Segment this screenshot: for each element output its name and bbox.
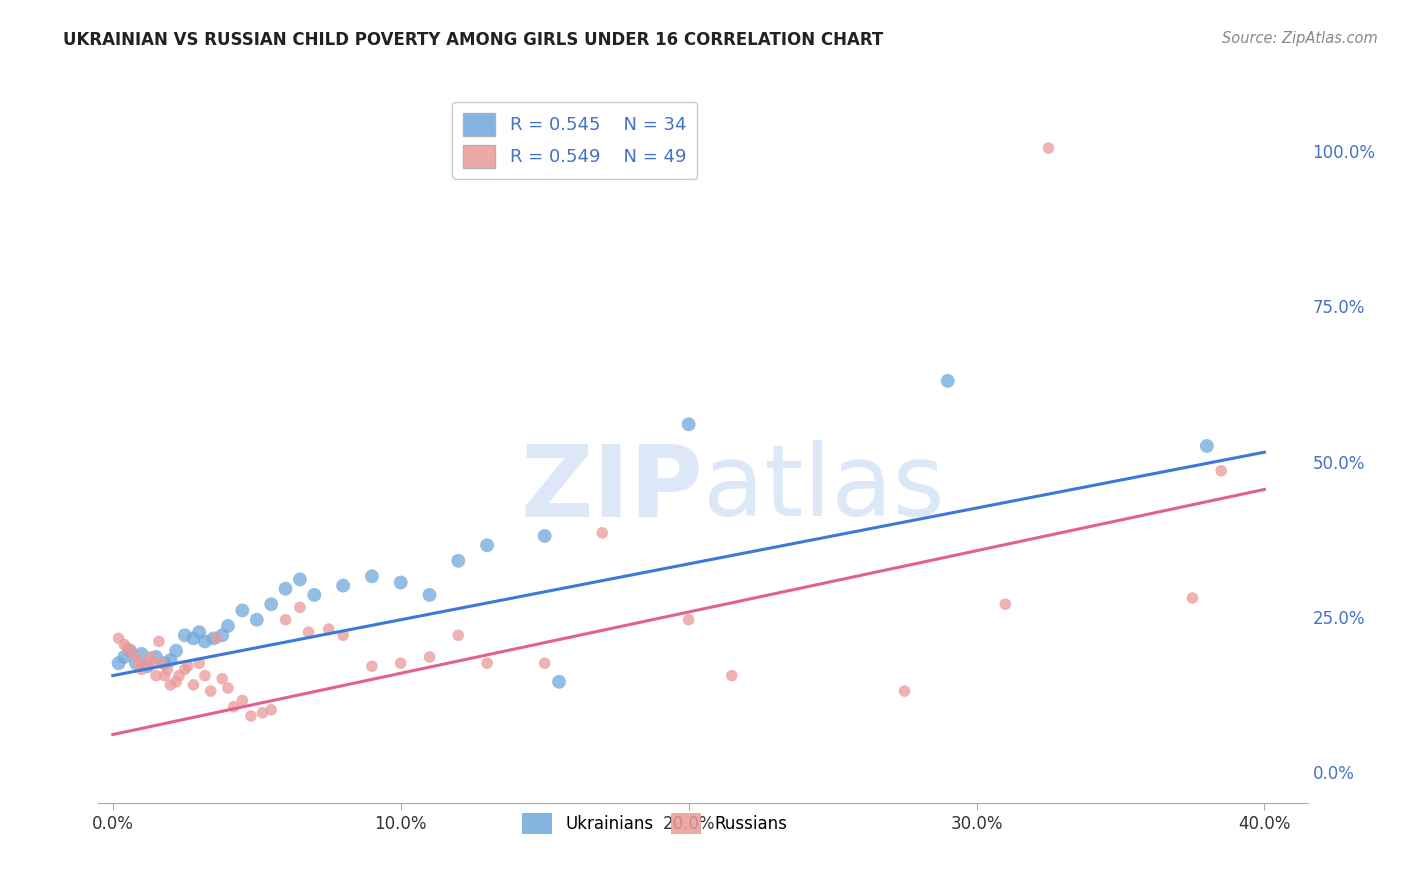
Point	[361, 659, 384, 673]
Point	[389, 656, 412, 670]
Point	[332, 579, 354, 593]
Point	[211, 672, 233, 686]
Point	[893, 684, 915, 698]
Point	[159, 678, 181, 692]
Point	[288, 600, 311, 615]
Point	[112, 638, 135, 652]
Point	[188, 656, 211, 670]
Point	[156, 662, 179, 676]
Point	[332, 628, 354, 642]
Text: ZIP: ZIP	[520, 441, 703, 537]
Point	[447, 554, 470, 568]
Point	[217, 619, 239, 633]
Point	[274, 582, 297, 596]
Point	[165, 644, 187, 658]
Point	[131, 662, 153, 676]
Point	[274, 613, 297, 627]
Point	[131, 647, 153, 661]
Point	[288, 573, 311, 587]
Point	[217, 681, 239, 695]
Point	[211, 628, 233, 642]
Point	[173, 628, 195, 642]
Point	[533, 656, 555, 670]
Point	[240, 709, 263, 723]
Point	[260, 703, 283, 717]
Point	[1038, 141, 1060, 155]
Point	[994, 597, 1017, 611]
Point	[183, 632, 205, 646]
Point	[176, 659, 198, 673]
Point	[533, 529, 555, 543]
Point	[591, 525, 613, 540]
Point	[136, 656, 159, 670]
Point	[128, 656, 150, 670]
Point	[200, 684, 222, 698]
Point	[148, 634, 170, 648]
Point	[936, 374, 959, 388]
Point	[252, 706, 274, 720]
Point	[318, 622, 340, 636]
Point	[112, 650, 135, 665]
Point	[194, 668, 217, 682]
Point	[159, 653, 181, 667]
Point	[205, 632, 228, 646]
Point	[297, 625, 319, 640]
Point	[202, 632, 225, 646]
Point	[167, 668, 190, 682]
Point	[139, 650, 162, 665]
Point	[720, 668, 742, 682]
Point	[188, 625, 211, 640]
Point	[153, 668, 176, 682]
Point	[361, 569, 384, 583]
Text: UKRAINIAN VS RUSSIAN CHILD POVERTY AMONG GIRLS UNDER 16 CORRELATION CHART: UKRAINIAN VS RUSSIAN CHILD POVERTY AMONG…	[63, 31, 883, 49]
Point	[418, 588, 440, 602]
Point	[173, 662, 195, 676]
Point	[145, 668, 167, 682]
Point	[418, 650, 440, 665]
Point	[231, 693, 253, 707]
Point	[246, 613, 269, 627]
Point	[1211, 464, 1233, 478]
Point	[1181, 591, 1204, 605]
Point	[125, 650, 148, 665]
Point	[136, 659, 159, 673]
Point	[120, 644, 142, 658]
Point	[447, 628, 470, 642]
Point	[107, 632, 129, 646]
Point	[165, 674, 187, 689]
Point	[548, 674, 571, 689]
Text: Source: ZipAtlas.com: Source: ZipAtlas.com	[1222, 31, 1378, 46]
Point	[678, 613, 700, 627]
Point	[475, 538, 498, 552]
Point	[231, 603, 253, 617]
Text: atlas: atlas	[703, 441, 945, 537]
Point	[475, 656, 498, 670]
Point	[1195, 439, 1218, 453]
Point	[145, 650, 167, 665]
Legend: Ukrainians, Russians: Ukrainians, Russians	[516, 806, 793, 841]
Point	[115, 640, 138, 655]
Point	[260, 597, 283, 611]
Point	[678, 417, 700, 432]
Point	[150, 656, 173, 670]
Point	[153, 656, 176, 670]
Point	[389, 575, 412, 590]
Point	[142, 656, 165, 670]
Point	[183, 678, 205, 692]
Point	[125, 656, 148, 670]
Point	[194, 634, 217, 648]
Point	[304, 588, 326, 602]
Point	[222, 699, 245, 714]
Point	[120, 644, 142, 658]
Point	[107, 656, 129, 670]
